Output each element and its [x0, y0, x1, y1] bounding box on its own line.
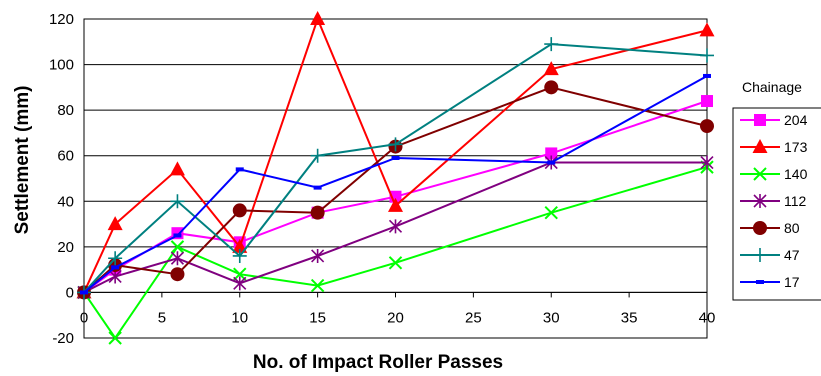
legend-label: 17 — [784, 274, 800, 290]
legend-marker — [753, 248, 767, 262]
legend-entry-80: 80 — [740, 220, 800, 236]
series-173 — [76, 11, 715, 299]
x-tick-label: 5 — [158, 309, 166, 326]
data-point-17 — [173, 233, 182, 238]
series-17 — [80, 73, 711, 295]
data-point-204 — [701, 95, 713, 108]
y-tick-label: 0 — [66, 284, 74, 301]
x-axis-title: No. of Impact Roller Passes — [253, 352, 503, 373]
data-point-112 — [700, 155, 714, 170]
x-tick-label: 15 — [309, 309, 326, 326]
data-point-204 — [545, 147, 558, 160]
data-point-80 — [310, 205, 325, 220]
series-80 — [77, 80, 714, 300]
data-point-80 — [700, 119, 714, 134]
data-point-112 — [311, 248, 325, 263]
legend-marker — [753, 194, 767, 208]
data-point-17 — [111, 265, 120, 270]
legend-entry-17: 17 — [740, 274, 800, 290]
data-point-173 — [388, 197, 403, 212]
data-point-140 — [108, 331, 122, 345]
data-point-140 — [388, 256, 403, 270]
y-tick-label: 100 — [49, 57, 74, 74]
legend-label: 173 — [784, 139, 808, 155]
data-point-80 — [232, 203, 247, 218]
series-line-173 — [83, 16, 708, 293]
legend-marker — [752, 139, 768, 153]
data-point-17 — [80, 290, 88, 295]
x-tick-label: 30 — [543, 309, 560, 326]
data-point-47 — [232, 248, 247, 263]
y-tick-label: 60 — [57, 148, 74, 165]
legend-label: 140 — [784, 166, 808, 182]
series-line-80 — [83, 86, 708, 294]
data-point-80 — [170, 267, 185, 282]
data-point-173 — [310, 11, 326, 25]
legend-label: 47 — [784, 247, 800, 263]
y-axis-title: Settlement (mm) — [12, 86, 33, 235]
y-tick-label: 40 — [57, 193, 74, 210]
legend-marker — [754, 114, 766, 126]
series-line-140 — [83, 166, 708, 340]
series-112 — [77, 155, 714, 300]
data-point-173 — [107, 216, 123, 231]
data-series — [76, 11, 715, 345]
data-point-17 — [235, 167, 244, 172]
x-tick-label: 25 — [465, 309, 482, 326]
legend-label: 204 — [784, 112, 808, 128]
data-point-17 — [391, 155, 400, 160]
series-line-112 — [83, 161, 707, 294]
data-point-173 — [232, 238, 248, 253]
series-47 — [77, 37, 714, 300]
legend-label: 112 — [784, 193, 807, 209]
legend-entry-140: 140 — [740, 166, 808, 182]
data-point-140 — [170, 240, 185, 254]
data-point-173 — [543, 61, 559, 76]
y-tick-label: 80 — [57, 102, 74, 119]
data-point-47 — [310, 148, 325, 163]
data-point-173 — [699, 22, 715, 37]
gridlines — [84, 18, 707, 339]
data-point-47 — [700, 48, 714, 63]
data-point-80 — [544, 80, 559, 95]
data-point-17 — [313, 185, 322, 190]
legend-marker — [753, 167, 767, 181]
data-point-140 — [544, 205, 558, 220]
legend-marker — [756, 280, 764, 284]
data-point-47 — [170, 194, 185, 209]
series-line-17 — [83, 75, 708, 294]
legend-entry-112: 112 — [740, 193, 807, 209]
data-point-140 — [310, 278, 325, 293]
x-tick-label: 20 — [387, 309, 404, 326]
legend-entry-47: 47 — [740, 247, 800, 263]
legend-label: 80 — [784, 220, 800, 236]
legend-box — [732, 107, 821, 301]
data-point-173 — [169, 161, 185, 176]
series-line-47 — [83, 43, 708, 294]
data-point-47 — [108, 251, 123, 266]
legend-marker — [753, 221, 767, 235]
plot-area-frame — [83, 18, 708, 339]
series-line-204 — [83, 100, 708, 294]
data-point-17 — [703, 73, 711, 78]
legend: 204 173 140 112 80 47 17 — [740, 112, 808, 290]
legend-title: Chainage — [742, 79, 802, 95]
data-point-17 — [547, 160, 556, 165]
y-tick-label: 120 — [49, 11, 74, 28]
data-point-112 — [388, 219, 403, 234]
data-point-47 — [388, 137, 403, 152]
y-tick-label: 20 — [57, 239, 74, 256]
legend-entry-173: 173 — [740, 139, 808, 155]
data-point-47 — [544, 37, 559, 52]
x-tick-label: 35 — [621, 309, 638, 326]
data-point-112 — [170, 251, 185, 266]
y-tick-label: -20 — [52, 330, 74, 347]
data-point-112 — [233, 276, 247, 291]
legend-entry-204: 204 — [740, 112, 808, 128]
x-tick-label: 10 — [231, 309, 248, 326]
